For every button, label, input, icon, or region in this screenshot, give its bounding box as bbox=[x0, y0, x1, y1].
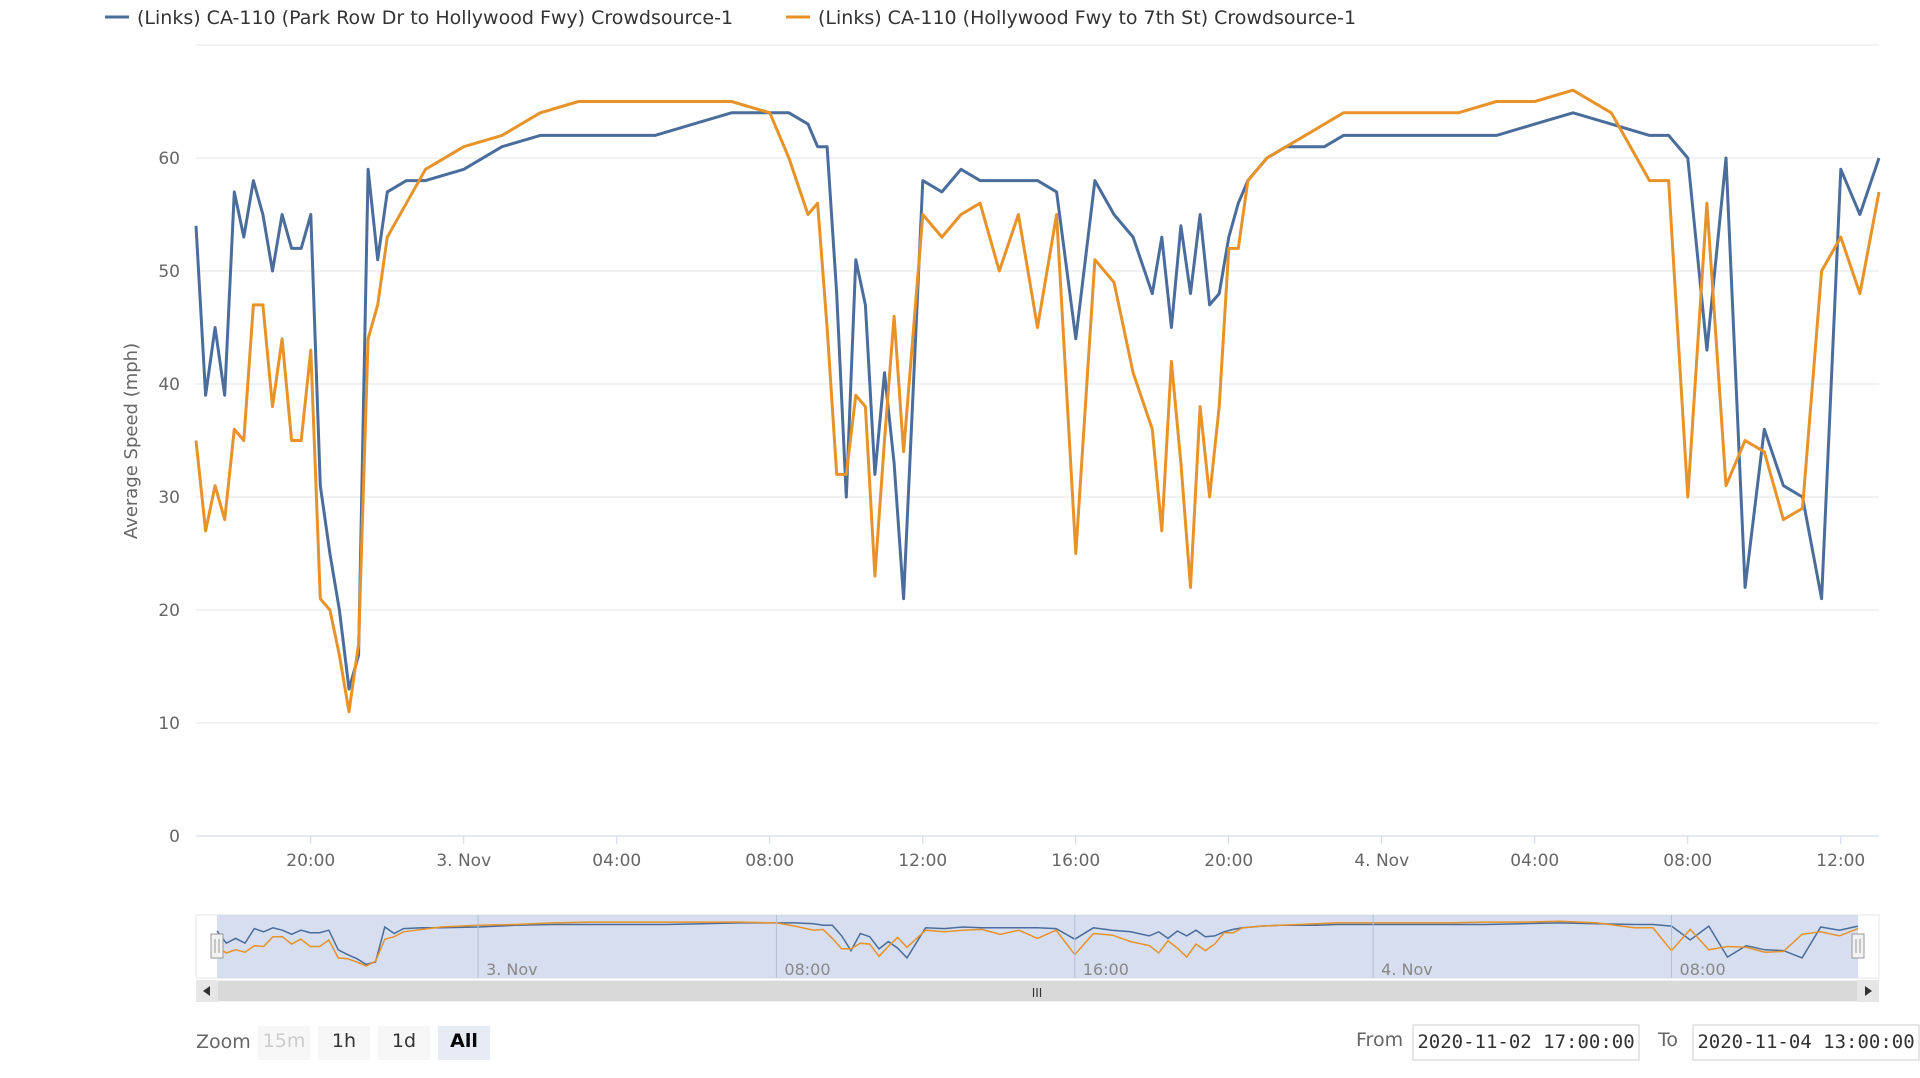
navigator-label: 08:00 bbox=[784, 960, 830, 979]
svg-text:2020-11-04 13:00:00: 2020-11-04 13:00:00 bbox=[1697, 1031, 1914, 1053]
series-line-2[interactable] bbox=[194, 88, 1881, 714]
navigator[interactable]: 3. Nov 08:00 16:00 4. Nov 08:00 bbox=[195, 914, 1880, 979]
legend-item-series-1[interactable]: (Links) CA-110 (Park Row Dr to Hollywood… bbox=[105, 7, 733, 29]
plot-area bbox=[194, 88, 1881, 714]
x-tick-label: 08:00 bbox=[745, 851, 794, 871]
zoom-controls: Zoom 15m 1h 1d All bbox=[196, 1026, 490, 1060]
y-tick-label: 40 bbox=[158, 375, 180, 395]
x-tick-label: 4. Nov bbox=[1354, 851, 1409, 871]
to-date-input[interactable]: 2020-11-04 13:00:00 bbox=[1692, 1024, 1920, 1061]
date-range: From 2020-11-02 17:00:00 To 2020-11-04 1… bbox=[1356, 1024, 1920, 1061]
navigator-left-handle[interactable] bbox=[210, 933, 224, 959]
x-tick-label: 04:00 bbox=[1510, 851, 1559, 871]
chevron-right-icon bbox=[1865, 986, 1872, 996]
y-tick-label: 60 bbox=[158, 149, 180, 169]
to-label: To bbox=[1657, 1029, 1678, 1051]
navigator-label: 08:00 bbox=[1680, 960, 1726, 979]
scrollbar-thumb[interactable] bbox=[217, 981, 1858, 1001]
svg-text:2020-11-02 17:00:00: 2020-11-02 17:00:00 bbox=[1417, 1031, 1634, 1053]
navigator-line-1 bbox=[216, 922, 1859, 966]
navigator-line-2 bbox=[216, 920, 1859, 967]
scrollbar-grip: III bbox=[1032, 986, 1043, 1000]
scrollbar[interactable]: III bbox=[196, 980, 1879, 1002]
x-tick-label: 08:00 bbox=[1663, 851, 1712, 871]
svg-text:1d: 1d bbox=[392, 1030, 416, 1052]
legend-label-series-2: (Links) CA-110 (Hollywood Fwy to 7th St)… bbox=[818, 7, 1356, 29]
from-date-input[interactable]: 2020-11-02 17:00:00 bbox=[1412, 1024, 1640, 1061]
x-tick-label: 20:00 bbox=[1204, 851, 1253, 871]
legend-label-series-1: (Links) CA-110 (Park Row Dr to Hollywood… bbox=[137, 7, 733, 29]
svg-text:15m: 15m bbox=[263, 1030, 306, 1052]
navigator-label: 4. Nov bbox=[1381, 960, 1433, 979]
zoom-button-1h[interactable]: 1h bbox=[318, 1026, 370, 1060]
navigator-right-handle[interactable] bbox=[1851, 933, 1865, 959]
x-tick-label: 3. Nov bbox=[436, 851, 491, 871]
x-tick-label: 20:00 bbox=[286, 851, 335, 871]
grid bbox=[196, 44, 1879, 837]
x-tick-label: 16:00 bbox=[1051, 851, 1100, 871]
zoom-button-all[interactable]: All bbox=[438, 1026, 490, 1060]
svg-text:All: All bbox=[450, 1030, 478, 1052]
legend: (Links) CA-110 (Park Row Dr to Hollywood… bbox=[105, 7, 1356, 29]
x-tick-label: 12:00 bbox=[898, 851, 947, 871]
x-tick-label: 12:00 bbox=[1816, 851, 1865, 871]
scrollbar-left-arrow[interactable] bbox=[196, 980, 218, 1002]
y-axis-ticks: 0 10 20 30 40 50 60 bbox=[158, 149, 180, 847]
zoom-label: Zoom bbox=[196, 1031, 251, 1053]
x-axis-ticks: 20:00 3. Nov 04:00 08:00 12:00 16:00 20:00 4. N… bbox=[286, 836, 1865, 871]
from-label: From bbox=[1356, 1029, 1403, 1051]
x-tick-label: 04:00 bbox=[592, 851, 641, 871]
y-axis-title: Average Speed (mph) bbox=[121, 343, 142, 539]
y-tick-label: 30 bbox=[158, 488, 180, 508]
scrollbar-right-arrow[interactable] bbox=[1857, 980, 1879, 1002]
y-tick-label: 50 bbox=[158, 262, 180, 282]
navigator-label: 3. Nov bbox=[486, 960, 538, 979]
navigator-labels: 3. Nov 08:00 16:00 4. Nov 08:00 bbox=[477, 915, 1726, 979]
chevron-left-icon bbox=[203, 986, 210, 996]
svg-text:1h: 1h bbox=[332, 1030, 356, 1052]
series-line-1[interactable] bbox=[194, 111, 1881, 691]
legend-item-series-2[interactable]: (Links) CA-110 (Hollywood Fwy to 7th St)… bbox=[786, 7, 1356, 29]
navigator-label: 16:00 bbox=[1083, 960, 1129, 979]
y-tick-label: 0 bbox=[169, 827, 180, 847]
navigator-series bbox=[216, 920, 1859, 967]
y-tick-label: 20 bbox=[158, 601, 180, 621]
y-tick-label: 10 bbox=[158, 714, 180, 734]
zoom-button-1d[interactable]: 1d bbox=[378, 1026, 430, 1060]
zoom-button-15m[interactable]: 15m bbox=[258, 1026, 310, 1060]
